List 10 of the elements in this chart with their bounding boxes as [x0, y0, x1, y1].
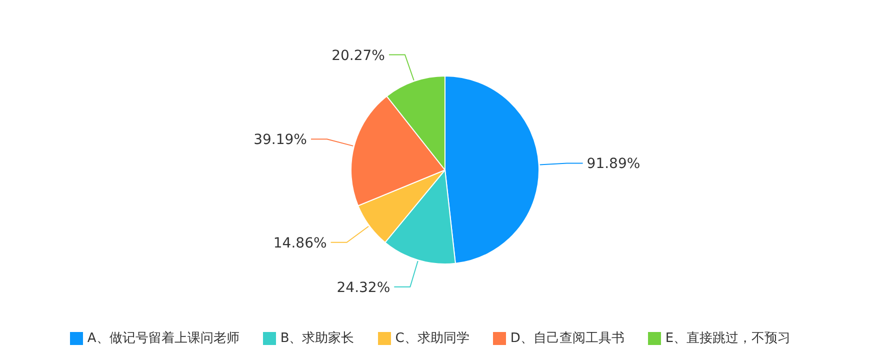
data-label: 14.86% — [273, 235, 327, 252]
data-label: 39.19% — [254, 132, 307, 148]
legend-label: C、求助同学 — [395, 331, 470, 346]
legend-label: A、做记号留着上课问老师 — [87, 331, 240, 346]
legend-label: B、求助家长 — [280, 331, 354, 346]
data-label: 20.27% — [332, 48, 385, 64]
data-label: 24.32% — [336, 280, 390, 296]
data-label: 91.89% — [586, 156, 640, 172]
legend-label: E、直接跳过，不预习 — [665, 331, 791, 346]
legend-label: D、自己查阅工具书 — [510, 331, 624, 346]
